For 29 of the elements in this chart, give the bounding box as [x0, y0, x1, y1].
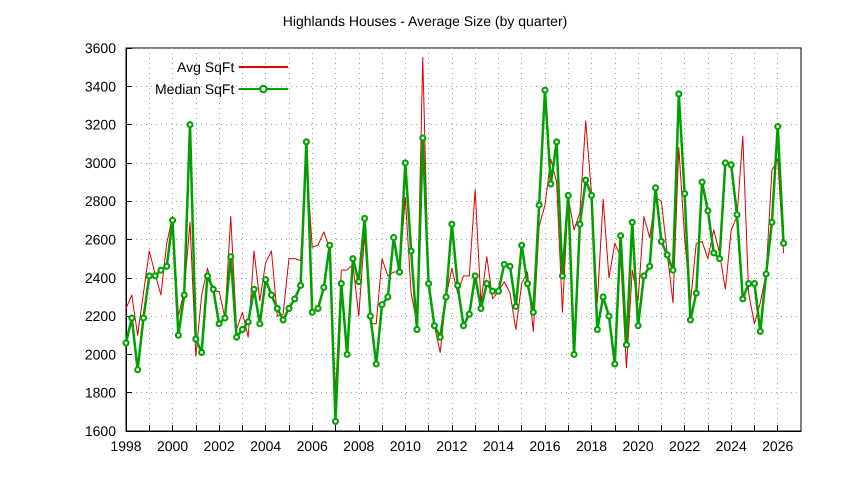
x-tick-label: 2014: [482, 438, 514, 454]
y-tick-label: 2800: [84, 193, 116, 210]
x-tick-label: 2004: [250, 438, 282, 454]
x-tick-label: 2022: [669, 438, 700, 454]
x-tick-label: 2000: [156, 438, 188, 454]
y-tick-label: 2200: [84, 308, 116, 324]
x-tick-label: 2026: [762, 438, 794, 454]
x-tick-label: 2010: [390, 438, 422, 454]
x-tick-label: 2020: [622, 438, 654, 454]
y-tick-label: 2400: [84, 270, 116, 286]
legend-label: Avg SqFt: [177, 59, 234, 75]
legend-label: Median SqFt: [154, 81, 234, 97]
y-tick-label: 1600: [84, 423, 116, 439]
x-tick-label: 2024: [716, 438, 747, 454]
y-tick-label: 1800: [84, 384, 116, 401]
x-tick-label: 2006: [296, 438, 328, 454]
y-tick-label: 3600: [84, 40, 116, 56]
x-tick-label: 2002: [204, 438, 235, 454]
y-tick-label: 2600: [84, 232, 116, 248]
y-tick-label: 3000: [84, 154, 116, 171]
y-tick-label: 2000: [84, 346, 116, 362]
x-tick-label: 1998: [110, 438, 142, 454]
y-tick-label: 3200: [84, 116, 116, 133]
chart-title: Highlands Houses - Average Size (by quarter): [282, 13, 568, 29]
x-tick-label: 2012: [436, 438, 468, 454]
x-tick-label: 2018: [576, 438, 608, 454]
x-tick-label: 2016: [529, 438, 561, 454]
x-tick-label: 2008: [343, 438, 375, 454]
y-tick-label: 3400: [84, 78, 116, 94]
